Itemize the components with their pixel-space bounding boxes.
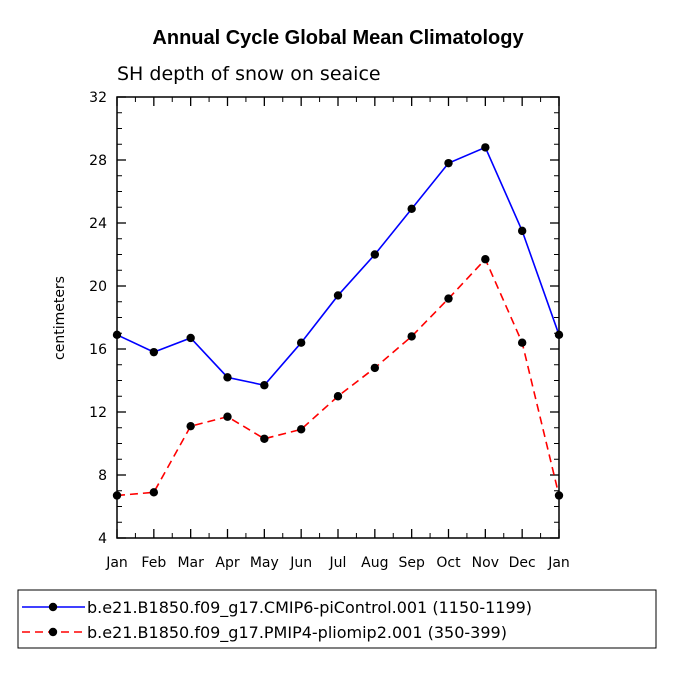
x-tick-label: Nov [472,555,499,571]
y-tick-label: 12 [89,405,107,421]
y-tick-label: 16 [89,342,107,358]
data-point [370,363,380,373]
x-tick-label: Aug [361,555,388,571]
data-point [296,338,306,347]
data-point [223,373,232,382]
y-tick-label: 8 [98,468,107,484]
x-tick-label: Jun [289,555,312,571]
x-tick-label: Sep [398,555,425,571]
x-tick-label: Apr [215,555,239,571]
data-point [444,294,453,303]
data-point [370,250,380,259]
y-tick-label: 28 [89,153,107,169]
legend-marker [48,602,58,612]
x-tick-label: May [250,555,279,571]
legend-marker [48,627,58,637]
legend-label: b.e21.B1850.f09_g17.PMIP4-pliomip2.001 (… [87,623,507,643]
data-point [407,204,416,214]
data-point [407,332,416,341]
series-line-1 [116,146,560,387]
data-point [149,488,159,497]
data-point [223,412,232,421]
x-tick-label: Jan [547,555,570,571]
x-tick-label: Oct [436,555,461,571]
legend-label: b.e21.B1850.f09_g17.CMIP6-piControl.001 … [87,598,532,618]
x-tick-label: Feb [141,555,166,571]
data-point [186,333,195,343]
data-point [260,434,269,443]
data-point [186,421,195,431]
plot-frame [116,96,560,539]
data-point [481,143,490,152]
data-point [517,338,527,347]
data-point [333,392,343,401]
chart-title: Annual Cycle Global Mean Climatology [152,27,524,49]
x-tick-label: Jul [329,555,347,571]
data-point [149,347,159,357]
x-tick-label: Jan [105,555,128,571]
y-tick-label: 4 [98,531,107,547]
data-point [333,291,343,300]
chart-subtitle: SH depth of snow on seaice [117,63,381,85]
data-point [481,255,490,264]
y-tick-label: 32 [89,90,107,106]
data-point [296,425,306,434]
x-tick-label: Mar [177,555,204,571]
y-tick-label: 24 [89,216,107,232]
y-tick-label: 20 [89,279,107,295]
y-axis-label: centimeters [52,276,68,360]
legend-box [17,589,657,649]
data-point [517,226,527,236]
data-point [260,381,269,390]
data-point [444,158,453,168]
x-tick-label: Dec [509,555,536,571]
